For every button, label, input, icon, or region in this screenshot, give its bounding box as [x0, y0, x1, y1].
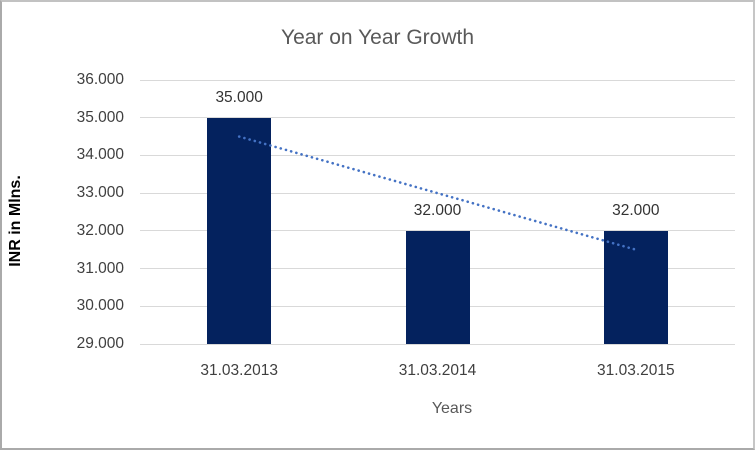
y-axis-tick-label: 35.000 [76, 108, 124, 126]
gridline [140, 117, 735, 119]
y-axis-tick-label: 32.000 [76, 221, 124, 239]
bar [207, 117, 272, 344]
bar [603, 230, 668, 344]
chart-title: Year on Year Growth [280, 26, 475, 49]
y-axis-tick-label: 31.000 [76, 259, 124, 277]
y-axis-tick-label: 34.000 [76, 146, 124, 164]
y-axis-tick-label: 36.000 [76, 71, 124, 88]
gridline [140, 154, 735, 156]
y-axis-tick-label: 30.000 [76, 297, 124, 315]
x-axis-tick-label: 31.03.2015 [597, 362, 675, 379]
x-axis-tick-label: 31.03.2013 [200, 362, 278, 379]
y-axis-tick-label: 29.000 [76, 335, 124, 352]
y-axis-tick-label: 33.000 [76, 184, 124, 202]
trendline [237, 135, 638, 252]
bar-data-label: 32.000 [413, 201, 462, 219]
bar-data-label: 32.000 [612, 201, 660, 219]
gridline [140, 343, 735, 345]
gridline [140, 79, 735, 81]
bar [405, 230, 470, 344]
x-axis-tick-label: 31.03.2014 [398, 362, 477, 379]
bar-data-label: 35.000 [215, 88, 263, 106]
x-axis-title: Years [431, 400, 473, 417]
